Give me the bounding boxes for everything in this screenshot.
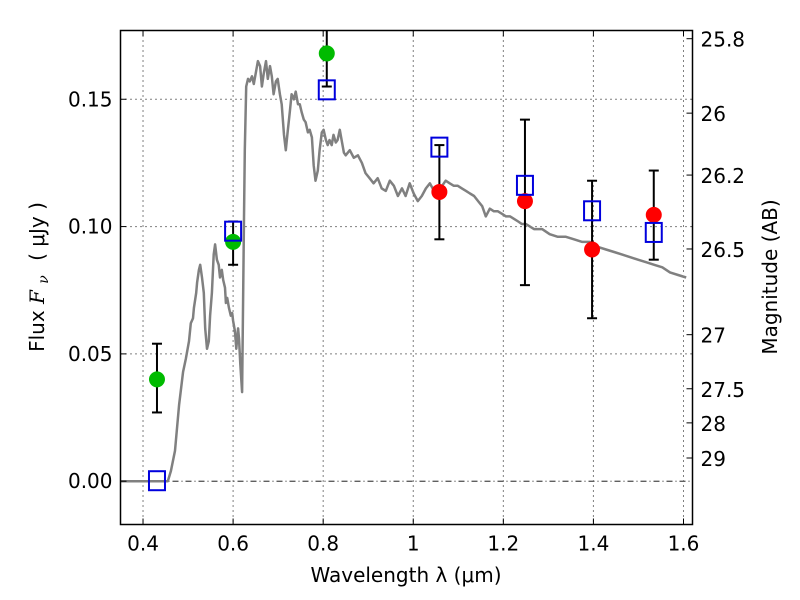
- svg-text:Flux F ν (: Flux F ν ( μJy ): [25, 202, 53, 352]
- observed-point: [148, 371, 165, 388]
- x-tick-label: 0.4: [127, 532, 159, 556]
- y-axis-label-symbol: F: [25, 289, 49, 305]
- y2-axis-label: Magnitude (AB): [758, 199, 782, 354]
- model-photometry-square: [644, 221, 663, 243]
- y2-tick-label: 27.5: [701, 378, 746, 402]
- tick-labels: 0.4 0.6 0.8 1 1.2 1.4 1.6 0.00 0.05 0.10 0.15 25.8 2…: [68, 28, 745, 556]
- observed-point: [225, 233, 242, 250]
- model-photometry-square: [583, 200, 602, 222]
- model-photometry-square: [430, 136, 449, 158]
- spectrum-line: [121, 59, 687, 483]
- plot-area: [121, 31, 687, 492]
- x-tick-label: 0.8: [307, 532, 339, 556]
- x-tick-label: 1: [407, 532, 420, 556]
- grid-lines: [120, 30, 693, 525]
- model-photometry-square: [515, 174, 534, 196]
- y-tick-label: 0.15: [68, 87, 113, 111]
- observed-point: [584, 241, 601, 258]
- x-tick-label: 1.6: [668, 532, 700, 556]
- observed-point: [431, 183, 448, 200]
- x-tick-label: 1.4: [578, 532, 610, 556]
- y-axis-label-unit: ( μJy ): [25, 202, 49, 261]
- y-tick-label: 0.05: [68, 342, 113, 366]
- y2-tick-label: 26.2: [701, 164, 746, 188]
- x-tick-label: 0.6: [217, 532, 249, 556]
- y2-tick-label: 27: [701, 324, 726, 348]
- model-photometry-square: [147, 470, 166, 492]
- y2-tick-label: 26.5: [701, 238, 746, 262]
- y2-tick-label: 26: [701, 102, 726, 126]
- observed-point: [645, 206, 662, 223]
- y-axis-label-prefix: Flux: [25, 304, 49, 352]
- axes-frame: [119, 29, 694, 526]
- y2-tick-label: 29: [701, 447, 726, 471]
- y2-tick-label: 28: [701, 412, 726, 436]
- axis-ticks: [120, 30, 693, 525]
- model-photometry-square: [317, 79, 336, 101]
- y-axis-label: Flux F ν ( μJy ): [25, 202, 53, 352]
- observed-point: [318, 45, 335, 62]
- x-tick-label: 1.2: [487, 532, 519, 556]
- observed-point: [516, 193, 533, 210]
- y-axis-label-subscript: ν: [36, 275, 52, 284]
- y2-tick-label: 25.8: [701, 28, 746, 52]
- y-tick-label: 0.10: [68, 215, 113, 239]
- y-tick-label: 0.00: [68, 469, 113, 493]
- model-photometry-square: [224, 220, 243, 242]
- x-axis-label: Wavelength λ (μm): [310, 563, 501, 587]
